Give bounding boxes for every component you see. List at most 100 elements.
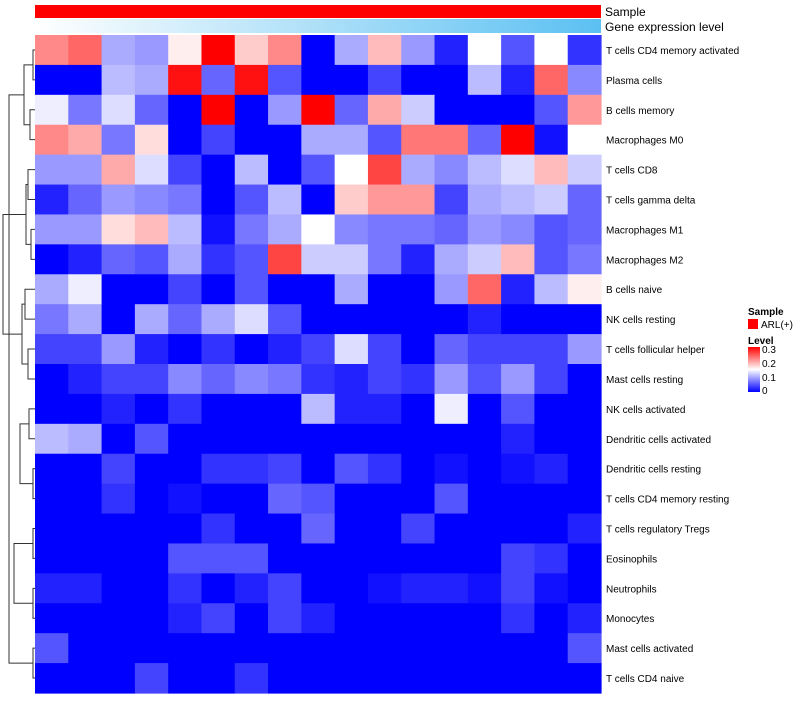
heatmap-cell [567, 483, 602, 515]
heatmap-cell [201, 244, 236, 275]
heatmap-cell [367, 214, 402, 245]
heatmap-cell [234, 124, 269, 156]
heatmap-cell [68, 633, 103, 664]
heatmap-cell [201, 633, 236, 664]
heatmap-cell [201, 35, 236, 66]
heatmap-cell [567, 513, 602, 545]
heatmap-cell [501, 633, 536, 664]
heatmap-cell [501, 64, 536, 96]
heatmap-cell [35, 573, 69, 604]
row-label: Mast cells activated [606, 644, 693, 655]
heatmap-cell [567, 124, 602, 156]
level-tick-0-2: 0.2 [762, 359, 776, 370]
heatmap-cell [434, 334, 469, 365]
heatmap-cell [268, 364, 302, 395]
sample-legend-item: ARL(+) [761, 320, 793, 331]
heatmap-cell [434, 603, 469, 634]
heatmap-cell [367, 633, 402, 664]
heatmap-cell [334, 274, 369, 305]
heatmap-cell [401, 573, 436, 604]
heatmap-cell [401, 393, 436, 425]
heatmap-cell [268, 94, 302, 126]
heatmap-cell [467, 423, 502, 455]
dendrogram-branch [32, 468, 35, 500]
heatmap-cell [301, 543, 336, 574]
heatmap-cell [434, 154, 469, 186]
heatmap-cell [201, 124, 236, 156]
heatmap-cell [168, 124, 203, 156]
heatmap-cell [367, 483, 402, 515]
heatmap-cell [367, 603, 402, 634]
heatmap-cell [301, 483, 336, 515]
heatmap-cell [68, 543, 103, 574]
row-label: Neutrophils [606, 584, 657, 595]
heatmap-cell [168, 483, 203, 515]
heatmap-cell [401, 154, 436, 186]
level-legend-title: Level [748, 336, 774, 347]
level-tick-0-1: 0.1 [762, 373, 776, 384]
heatmap-cell [434, 633, 469, 664]
heatmap-cell [334, 663, 369, 694]
heatmap-cell [501, 483, 536, 515]
heatmap-cell [234, 513, 269, 545]
sample-legend: Sample ARL(+) [748, 307, 793, 331]
heatmap-cell [367, 423, 402, 455]
heatmap-cell [534, 184, 569, 216]
heatmap-cell [101, 64, 136, 96]
row-label: Macrophages M2 [606, 255, 684, 266]
heatmap-cell [401, 513, 436, 545]
heatmap-cell [567, 364, 602, 395]
dendrogram-branch [24, 288, 35, 320]
heatmap-cell [434, 274, 469, 305]
heatmap-cell [567, 334, 602, 365]
row-label: T cells CD4 naive [606, 674, 685, 685]
heatmap-cell [434, 663, 469, 694]
heatmap-cell [134, 573, 169, 604]
heatmap-cell [201, 603, 236, 634]
heatmap-cell [35, 304, 69, 335]
heatmap-cell [434, 214, 469, 245]
heatmap-cell [134, 64, 169, 96]
heatmap-cell [301, 124, 336, 156]
heatmap-cell [534, 35, 569, 66]
heatmap-cell [68, 124, 103, 156]
heatmap-cell [134, 334, 169, 365]
heatmap-cell [234, 214, 269, 245]
heatmap-cell [134, 483, 169, 515]
heatmap-cell [168, 35, 203, 66]
heatmap-cell [534, 423, 569, 455]
heatmap-cell [201, 543, 236, 574]
heatmap-cell [467, 663, 502, 694]
heatmap-cell [334, 543, 369, 574]
heatmap-cell [134, 633, 169, 664]
heatmap-cell [101, 154, 136, 186]
heatmap-cell [168, 393, 203, 425]
heatmap-cell [367, 364, 402, 395]
heatmap-cell [268, 603, 302, 634]
heatmap-cell [101, 573, 136, 604]
heatmap-cell [401, 364, 436, 395]
heatmap-cell [301, 35, 336, 66]
heatmap-cell [467, 274, 502, 305]
row-label: T cells follicular helper [606, 345, 705, 356]
heatmap-cell [367, 274, 402, 305]
heatmap-cell [434, 393, 469, 425]
heatmap-cell [35, 603, 69, 634]
heatmap-cell [567, 423, 602, 455]
heatmap-cell [534, 393, 569, 425]
expression-annotation-bar [35, 19, 601, 33]
heatmap-cell [501, 513, 536, 545]
heatmap-cell [234, 334, 269, 365]
heatmap-cell [268, 244, 302, 275]
heatmap-cell [301, 573, 336, 604]
heatmap-cell [168, 663, 203, 694]
dendrogram-branch [28, 408, 35, 440]
heatmap-cell [567, 633, 602, 664]
heatmap-cell [334, 154, 369, 186]
row-label: T cells regulatory Tregs [606, 525, 710, 536]
heatmap-cell [35, 154, 69, 186]
heatmap-cell [134, 184, 169, 216]
heatmap-cell [101, 513, 136, 545]
heatmap-cell [501, 334, 536, 365]
heatmap-cell [101, 334, 136, 365]
